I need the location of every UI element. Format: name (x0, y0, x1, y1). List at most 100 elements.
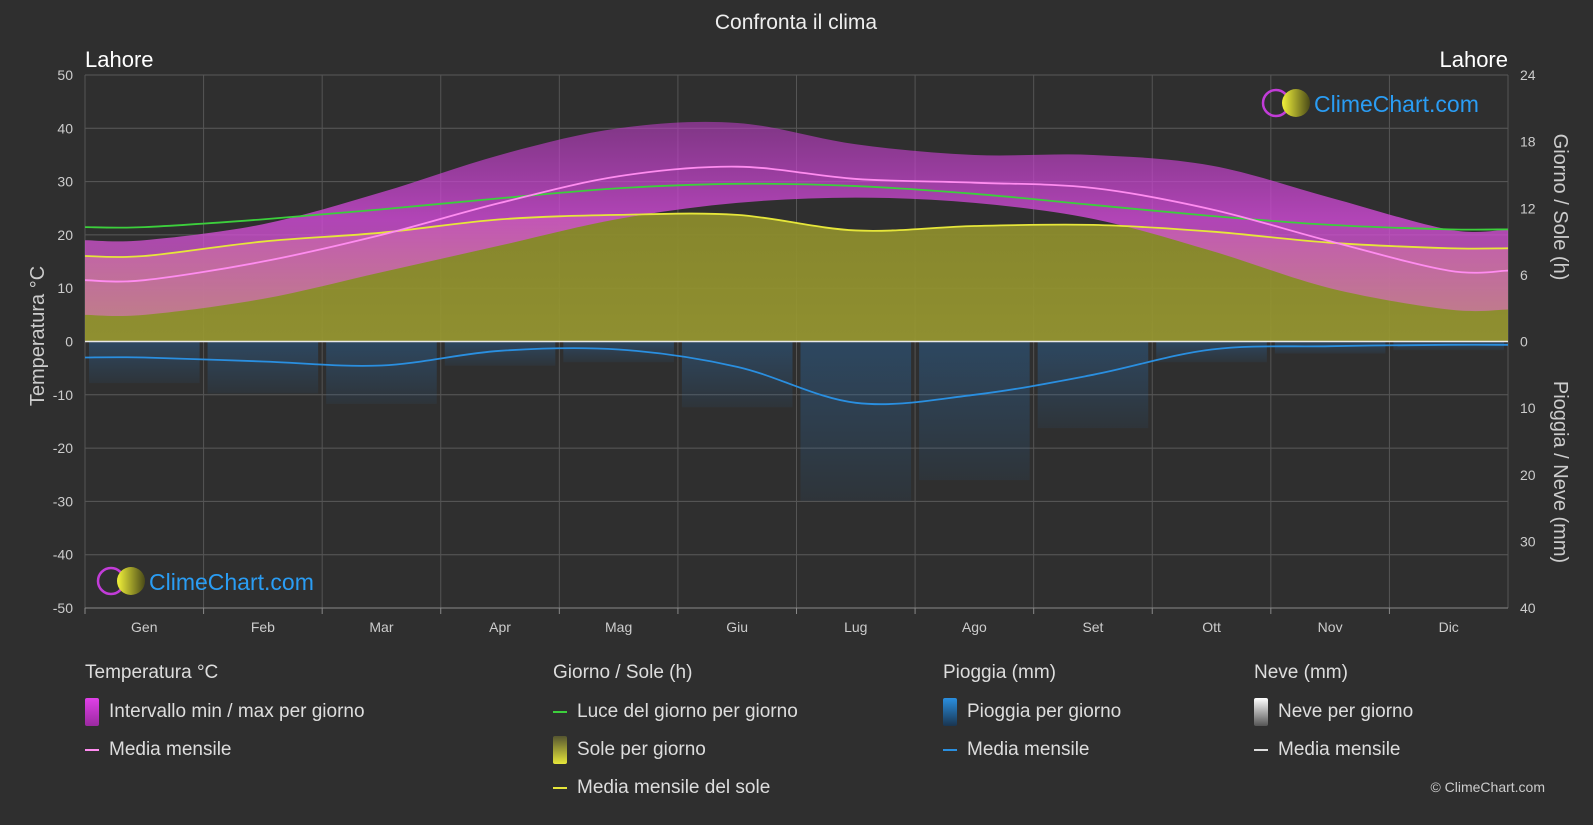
x-tick-label: Nov (1318, 619, 1343, 635)
rain-bar (1037, 341, 1149, 429)
y-left-axis-label: Temperatura °C (27, 266, 49, 406)
x-tick-label: Lug (844, 619, 867, 635)
y-left-tick-label: -40 (53, 547, 73, 563)
chart-axes: 50 40 30 20 10 0 -10 -20 -30 -40 -50 24 18 12 6 0 10 20 30… (53, 67, 1536, 635)
y-right-bottom-axis-label: Pioggia / Neve (mm) (1549, 381, 1571, 563)
legend-label: Intervallo min / max per giorno (109, 701, 365, 722)
legend: Temperatura °C Intervallo min / max per … (0, 662, 1593, 812)
x-tick-label: Apr (489, 619, 511, 635)
legend-item: Sole per giorno (553, 736, 798, 764)
sunshine-mean-swatch (553, 787, 567, 789)
rain-bar (207, 341, 319, 394)
legend-item: Neve per giorno (1254, 698, 1413, 726)
legend-daylight-heading: Giorno / Sole (h) (553, 662, 693, 683)
y-right-top-tick-label: 24 (1520, 67, 1536, 83)
watermark-top: ClimeChart.com (1261, 88, 1479, 118)
y-right-top-tick-label: 0 (1520, 334, 1528, 350)
legend-item: Intervallo min / max per giorno (85, 698, 365, 726)
x-tick-label: Set (1082, 619, 1103, 635)
rain-bar (1393, 341, 1504, 351)
y-right-top-axis-label: Giorno / Sole (h) (1549, 134, 1571, 281)
temp-mean-swatch (85, 749, 99, 751)
y-left-tick-label: -20 (53, 440, 73, 456)
snow-mean-swatch (1254, 749, 1268, 751)
rain-bar (919, 341, 1030, 481)
legend-item: Media mensile (943, 738, 1121, 762)
watermark-bottom-text: ClimeChart.com (149, 569, 314, 595)
legend-label: Media mensile (109, 739, 232, 760)
x-tick-label: Mar (369, 619, 393, 635)
legend-label: Media mensile (1278, 739, 1401, 760)
x-tick-label: Ott (1202, 619, 1221, 635)
x-tick-label: Feb (251, 619, 275, 635)
rain-mean-swatch (943, 749, 957, 751)
legend-temperature: Temperatura °C Intervallo min / max per … (85, 662, 365, 776)
x-tick-label: Gen (131, 619, 157, 635)
rain-bar (681, 341, 793, 408)
y-right-top-tick-label: 12 (1520, 200, 1536, 216)
legend-item: Media mensile (85, 738, 365, 762)
logo-sun-icon (117, 567, 145, 595)
rain-bar (1274, 341, 1386, 354)
legend-snow: Neve (mm) Neve per giorno Media mensile (1254, 662, 1413, 776)
sunshine-swatch (553, 736, 567, 764)
y-left-tick-label: -30 (53, 493, 73, 509)
series-lines (84, 165, 1509, 406)
snow-swatch (1254, 698, 1268, 726)
location-left: Lahore (85, 47, 154, 72)
rain-bar (444, 341, 556, 366)
y-right-bottom-tick-label: 30 (1520, 533, 1536, 549)
legend-label: Media mensile del sole (577, 777, 771, 798)
temperature-band-fill (85, 121, 1508, 317)
y-left-tick-label: 20 (57, 227, 73, 243)
legend-item: Media mensile del sole (553, 776, 798, 800)
rain-bar (89, 341, 200, 384)
y-left-tick-label: 0 (65, 334, 73, 350)
temperature-band (85, 121, 1508, 317)
y-right-top-tick-label: 18 (1520, 134, 1536, 150)
copyright: © ClimeChart.com (1430, 779, 1545, 795)
daylight-line (84, 182, 1509, 231)
rain-bar (800, 341, 912, 501)
legend-label: Pioggia per giorno (967, 701, 1122, 722)
x-tick-label: Dic (1439, 619, 1459, 635)
x-tick-label: Mag (605, 619, 632, 635)
y-right-bottom-tick-label: 40 (1520, 600, 1536, 616)
y-left-tick-label: 50 (57, 67, 73, 83)
y-right-bottom-tick-label: 10 (1520, 400, 1536, 416)
temperature-mean-line (84, 165, 1509, 283)
legend-item: Luce del giorno per giorno (553, 700, 798, 724)
logo-sun-icon (1282, 89, 1310, 117)
legend-label: Luce del giorno per giorno (577, 701, 798, 722)
rain-bar (326, 341, 437, 404)
rain-bar (563, 341, 674, 363)
legend-item: Media mensile (1254, 738, 1413, 762)
y-left-tick-label: 40 (57, 120, 73, 136)
y-left-tick-label: 30 (57, 174, 73, 190)
legend-snow-heading: Neve (mm) (1254, 662, 1348, 683)
legend-item: Pioggia per giorno (943, 698, 1122, 726)
legend-label: Media mensile (967, 739, 1090, 760)
daylight-swatch (553, 711, 567, 713)
location-right: Lahore (1439, 47, 1508, 72)
y-left-tick-label: -50 (53, 600, 73, 616)
y-right-top-tick-label: 6 (1520, 267, 1528, 283)
y-left-tick-label: -10 (53, 387, 73, 403)
legend-rain: Pioggia (mm) Pioggia per giorno Media me… (943, 662, 1121, 776)
rain-bar (1156, 341, 1267, 363)
y-right-bottom-tick-label: 20 (1520, 467, 1536, 483)
x-tick-label: Giu (726, 619, 748, 635)
legend-rain-heading: Pioggia (mm) (943, 662, 1056, 683)
temp-range-swatch (85, 698, 99, 726)
legend-label: Sole per giorno (577, 739, 706, 760)
y-left-tick-label: 10 (57, 280, 73, 296)
x-tick-label: Ago (962, 619, 987, 635)
legend-daylight: Giorno / Sole (h) Luce del giorno per gi… (553, 662, 798, 814)
legend-temperature-heading: Temperatura °C (85, 662, 219, 683)
watermark-bottom: ClimeChart.com (96, 566, 314, 596)
watermark-top-text: ClimeChart.com (1314, 91, 1479, 117)
sunshine-mean-line (84, 212, 1509, 258)
rain-swatch (943, 698, 957, 726)
chart-title: Confronta il clima (715, 11, 878, 34)
